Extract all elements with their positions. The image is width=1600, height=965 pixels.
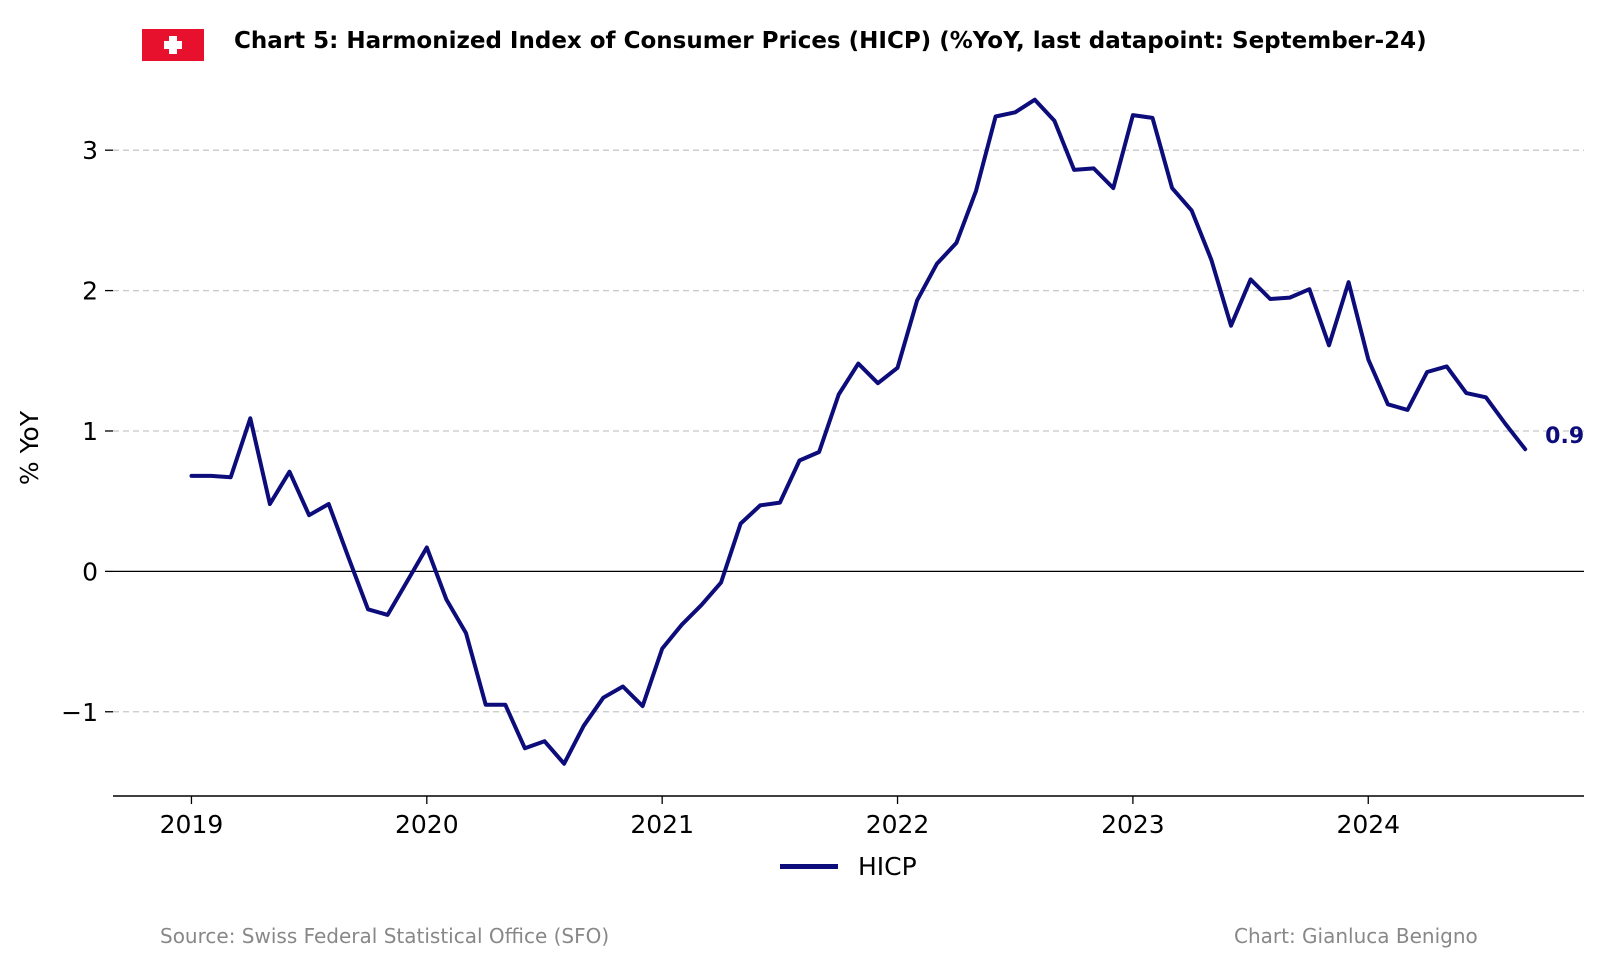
x-tick-label: 2024 [1336, 810, 1400, 839]
x-tick-label: 2021 [630, 810, 694, 839]
legend-label-hicp: HICP [858, 852, 917, 881]
x-tick-label: 2019 [160, 810, 224, 839]
x-tick-label: 2023 [1101, 810, 1165, 839]
source-note: Source: Swiss Federal Statistical Office… [160, 924, 610, 948]
last-value-label: 0.9 [1545, 424, 1584, 449]
legend: HICP [780, 852, 917, 881]
axis-layer: −1 0 1 2 3 2019 2020 2021 2022 2023 2024 % YoY [15, 136, 1584, 839]
x-tick-label: 2022 [866, 810, 930, 839]
y-tick-label: 2 [82, 277, 98, 306]
y-tick-label: 1 [82, 417, 98, 446]
y-tick-label: −1 [61, 698, 98, 727]
y-tick-label: 0 [82, 557, 98, 586]
legend-swatch-hicp [780, 864, 838, 869]
chart-title: Chart 5: Harmonized Index of Consumer Pr… [234, 28, 1427, 54]
chart-canvas: −1 0 1 2 3 2019 2020 2021 2022 2023 2024 % YoY 0.9 [15, 97, 1584, 839]
label-layer: 0.9 [1545, 424, 1584, 449]
y-axis-label: % YoY [15, 410, 44, 485]
series-layer [189, 97, 1528, 766]
y-tick-label: 3 [82, 136, 98, 165]
flag-cross-horizontal [164, 41, 182, 49]
grid-layer [113, 149, 1584, 713]
chart-credit: Chart: Gianluca Benigno [1234, 924, 1478, 948]
swiss-flag-icon [142, 29, 204, 61]
series-line-hicp [189, 97, 1528, 766]
x-tick-label: 2020 [395, 810, 459, 839]
